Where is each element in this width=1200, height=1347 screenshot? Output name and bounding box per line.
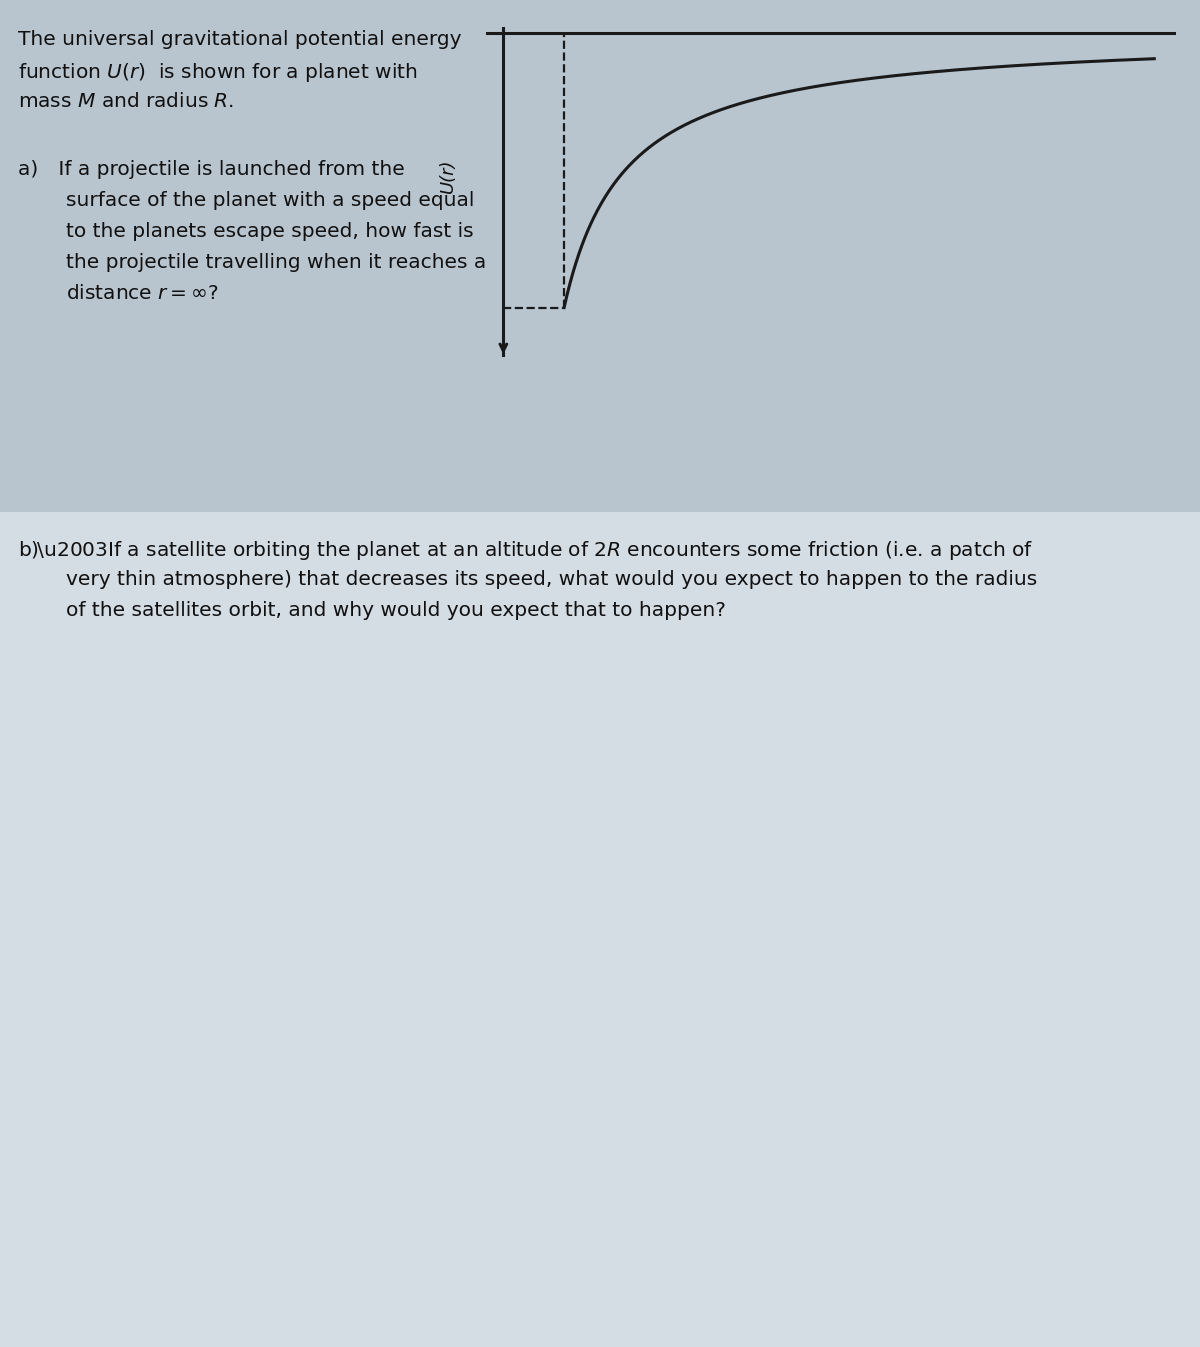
Text: of the satellites orbit, and why would you expect that to happen?: of the satellites orbit, and why would y…: [66, 601, 726, 620]
Text: the projectile travelling when it reaches a: the projectile travelling when it reache…: [66, 253, 486, 272]
Text: distance $r = \infty$?: distance $r = \infty$?: [66, 284, 218, 303]
Text: to the planets escape speed, how fast is: to the planets escape speed, how fast is: [66, 222, 474, 241]
Text: a) If a projectile is launched from the: a) If a projectile is launched from the: [18, 160, 404, 179]
Text: function $U(r)$  is shown for a planet with: function $U(r)$ is shown for a planet wi…: [18, 61, 418, 84]
Text: very thin atmosphere) that decreases its speed, what would you expect to happen : very thin atmosphere) that decreases its…: [66, 570, 1037, 589]
Text: b)\u2003If a satellite orbiting the planet at an altitude of $2R$ encounters som: b)\u2003If a satellite orbiting the plan…: [18, 539, 1033, 562]
Text: U(r): U(r): [439, 158, 457, 193]
Text: surface of the planet with a speed equal: surface of the planet with a speed equal: [66, 191, 474, 210]
Text: The universal gravitational potential energy: The universal gravitational potential en…: [18, 30, 462, 48]
Text: mass $M$ and radius $R$.: mass $M$ and radius $R$.: [18, 92, 234, 110]
